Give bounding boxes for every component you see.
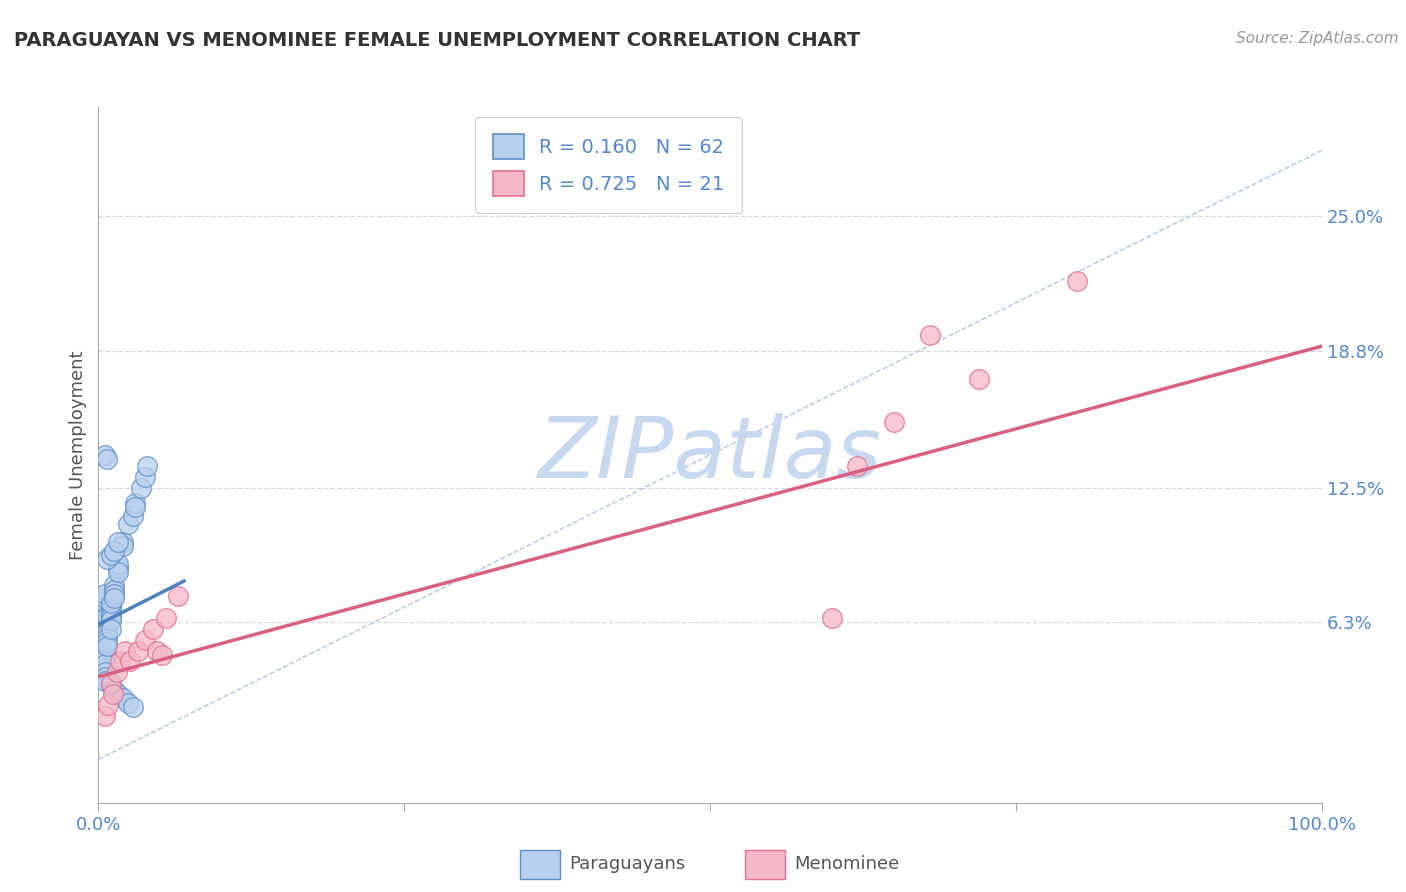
Point <box>93 665 115 680</box>
Point <box>111 534 134 549</box>
Point <box>127 643 149 657</box>
Point <box>93 448 115 462</box>
Point <box>93 626 115 640</box>
Point <box>93 591 115 606</box>
Y-axis label: Female Unemployment: Female Unemployment <box>69 351 87 559</box>
Point <box>111 539 134 553</box>
Point <box>100 605 122 619</box>
Point <box>100 596 122 610</box>
Point <box>96 622 118 636</box>
Legend: R = 0.160   N = 62, R = 0.725   N = 21: R = 0.160 N = 62, R = 0.725 N = 21 <box>475 117 742 213</box>
Point <box>155 611 177 625</box>
Point <box>93 622 115 636</box>
Point <box>920 328 942 343</box>
Point <box>100 678 122 692</box>
Point <box>93 613 115 627</box>
Point <box>93 661 115 675</box>
Point <box>93 708 115 723</box>
Point <box>96 635 118 649</box>
Point <box>107 561 129 575</box>
Text: Menominee: Menominee <box>794 855 900 873</box>
Text: PARAGUAYAN VS MENOMINEE FEMALE UNEMPLOYMENT CORRELATION CHART: PARAGUAYAN VS MENOMINEE FEMALE UNEMPLOYM… <box>14 31 860 50</box>
Point <box>110 655 132 669</box>
Point <box>103 582 125 597</box>
Point <box>114 643 136 657</box>
Point <box>100 548 122 562</box>
Point <box>124 496 146 510</box>
Point <box>821 611 844 625</box>
Point <box>93 648 115 662</box>
Point <box>93 587 115 601</box>
Point <box>107 557 129 571</box>
Point <box>96 617 118 632</box>
Text: Paraguayans: Paraguayans <box>569 855 686 873</box>
Point <box>107 534 129 549</box>
Point <box>93 608 115 623</box>
Point <box>167 589 190 603</box>
Point <box>96 626 118 640</box>
Point <box>967 372 990 386</box>
Point <box>93 605 115 619</box>
Point <box>93 652 115 666</box>
Point <box>100 600 122 615</box>
Point <box>93 674 115 689</box>
Point <box>100 608 122 623</box>
Point <box>93 657 115 671</box>
Point <box>103 682 125 697</box>
Point <box>107 566 129 580</box>
Point <box>100 676 122 690</box>
Point <box>93 643 115 657</box>
Point <box>96 631 118 645</box>
Point <box>121 700 143 714</box>
Point <box>146 643 169 657</box>
Point <box>121 508 143 523</box>
Point <box>129 481 152 495</box>
Point <box>883 415 905 429</box>
Point <box>142 622 165 636</box>
Text: ZIPatlas: ZIPatlas <box>538 413 882 497</box>
Point <box>103 587 125 601</box>
Point <box>93 635 115 649</box>
Point <box>1066 274 1088 288</box>
Point <box>96 639 118 653</box>
Point <box>93 617 115 632</box>
Point <box>134 632 156 647</box>
Point <box>150 648 173 662</box>
Point <box>100 622 122 636</box>
Point <box>96 608 118 623</box>
Point <box>134 469 156 483</box>
Point <box>105 665 128 680</box>
Point <box>103 543 125 558</box>
Point <box>93 596 115 610</box>
Point <box>93 600 115 615</box>
Point <box>136 458 159 473</box>
Point <box>93 670 115 684</box>
Point <box>117 517 139 532</box>
Point <box>97 698 120 712</box>
Point <box>103 591 125 606</box>
Point <box>96 613 118 627</box>
Point <box>101 687 124 701</box>
Point <box>124 500 146 514</box>
Point <box>107 687 129 701</box>
Point <box>100 613 122 627</box>
Point <box>96 552 118 566</box>
Point <box>93 639 115 653</box>
Point <box>103 578 125 592</box>
Point <box>117 696 139 710</box>
Point <box>845 458 868 473</box>
Point <box>96 452 118 467</box>
Point <box>120 655 142 669</box>
Text: Source: ZipAtlas.com: Source: ZipAtlas.com <box>1236 31 1399 46</box>
Point <box>111 691 134 706</box>
